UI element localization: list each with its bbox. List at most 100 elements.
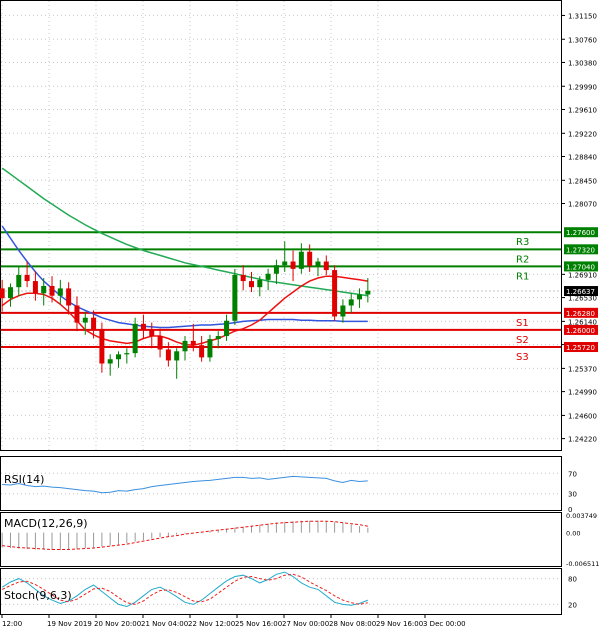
macd-signal-line — [2, 520, 368, 550]
candle-body — [24, 274, 30, 282]
candle-body — [99, 329, 105, 364]
candle-body — [49, 285, 55, 296]
candle-body — [257, 279, 263, 288]
level-price-tag-r3 — [564, 227, 598, 238]
level-name-r3: R3 — [516, 237, 529, 248]
time-tick-label: 3 Dec 00:00 — [423, 620, 466, 628]
level-price-tag-s1 — [564, 307, 598, 318]
time-tick-label: 25 Nov 16:00 — [235, 620, 282, 628]
price-tick-label: 1.28840 — [568, 153, 597, 161]
candle-body — [157, 336, 163, 350]
candle-body — [323, 261, 329, 271]
level-name-r1: R1 — [516, 271, 529, 282]
time-tick-label: 27 Nov 00:00 — [282, 620, 329, 628]
candle-body — [357, 294, 363, 300]
level-name-s2: S2 — [516, 335, 529, 346]
price-tick-label: 1.28450 — [568, 177, 597, 185]
level-price-tag-s2 — [564, 324, 598, 335]
ma-slow-line — [1, 167, 368, 297]
candle-body — [41, 285, 47, 294]
price-tick-label: 1.24990 — [568, 389, 597, 397]
level-price-label-s3: 1.25720 — [566, 344, 595, 352]
level-price-label-s2: 1.26000 — [566, 327, 595, 335]
rsi-tick-label: 30 — [568, 491, 577, 499]
grid — [1, 1, 561, 450]
rsi-panel-frame — [0, 456, 562, 511]
candle-body — [107, 359, 113, 364]
time-tick-label: 19 Nov 2019 — [47, 620, 92, 628]
level-price-tag-r1 — [564, 261, 598, 272]
candle-body — [91, 317, 97, 330]
price-tick-label: 1.29610 — [568, 106, 597, 114]
candle-body — [16, 274, 22, 288]
price-tick-label: 1.25370 — [568, 365, 597, 373]
stoch-tick-label: 80 — [568, 576, 577, 584]
macd-tick-label: -0.006511 — [566, 560, 599, 568]
candle-body — [165, 349, 171, 361]
macd-tick-label: 0.00 — [566, 530, 580, 538]
candle-body — [182, 340, 188, 352]
candle-body — [298, 251, 304, 269]
candle-body — [224, 320, 230, 337]
rsi-line — [2, 475, 368, 494]
time-tick-label: 29 Nov 16:00 — [376, 620, 423, 628]
current-price-label: 1.26637 — [566, 288, 595, 296]
price-tick-label: 1.26910 — [568, 271, 597, 279]
level-name-s1: S1 — [516, 318, 529, 329]
stochastic-indicator: 80 20 — [1, 571, 577, 609]
candle-body — [66, 288, 72, 306]
candle-body — [57, 288, 63, 296]
candle-body — [240, 274, 246, 282]
time-tick-label: 20 Nov 20:00 — [94, 620, 141, 628]
candle-body — [265, 273, 271, 280]
price-axis: 1.31150 1.30760 1.30380 1.29990 1.29610 1.292… — [561, 12, 598, 444]
chart-frames — [0, 0, 562, 615]
level-price-tag-s3 — [564, 342, 598, 353]
candle-body — [149, 329, 155, 337]
time-tick-label: 21 Nov 04:00 — [141, 620, 188, 628]
level-price-label-r2: 1.27320 — [566, 246, 595, 254]
price-tick-label: 1.31150 — [568, 12, 597, 20]
stoch-panel-frame — [0, 568, 562, 615]
level-name-r2: R2 — [516, 254, 529, 265]
macd-tick-label: 0.003749 — [566, 512, 597, 520]
candle-body — [140, 323, 146, 330]
candle-body — [365, 290, 371, 295]
candle-body — [348, 299, 354, 306]
price-tick-label: 1.29990 — [568, 83, 597, 91]
candle-body — [124, 353, 130, 355]
support-resistance-levels: R3 R2 R1 S1 S2 S3 — [1, 231, 561, 363]
price-tick-label: 1.26140 — [568, 318, 597, 326]
candle-body — [116, 354, 122, 360]
time-tick-label: 22 Nov 12:00 — [188, 620, 235, 628]
rsi-tick-label: 0 — [568, 506, 572, 514]
candle-body — [190, 340, 196, 346]
candle-body — [248, 281, 254, 288]
candle-body — [174, 351, 180, 361]
candles — [0, 241, 371, 379]
rsi-label: RSI(14) — [4, 473, 44, 486]
candle-body — [232, 274, 238, 321]
candle-body — [215, 336, 221, 340]
price-tick-label: 1.29220 — [568, 130, 597, 138]
level-price-label-r3: 1.27600 — [566, 229, 595, 237]
candle-body — [82, 317, 88, 323]
candle-body — [315, 261, 321, 266]
time-tick-label: 12:00 — [2, 620, 22, 628]
price-tick-label: 1.26530 — [568, 295, 597, 303]
macd-label: MACD(12,26,9) — [4, 517, 88, 530]
rsi-tick-label: 70 — [568, 470, 577, 478]
level-price-label-r1: 1.27040 — [566, 263, 595, 271]
time-tick-label: 28 Nov 08:00 — [329, 620, 376, 628]
candle-body — [74, 305, 80, 323]
stoch-tick-label: 20 — [568, 601, 577, 609]
level-name-s3: S3 — [516, 352, 529, 363]
current-price-tag — [564, 286, 598, 297]
stoch-d-line — [1, 573, 368, 605]
ma-mid-line — [1, 225, 368, 329]
candle-body — [290, 261, 296, 269]
candle-body — [273, 265, 279, 274]
macd-indicator: 0.003749 0.00 -0.006511 — [1, 512, 599, 568]
main-panel-frame — [0, 0, 562, 451]
